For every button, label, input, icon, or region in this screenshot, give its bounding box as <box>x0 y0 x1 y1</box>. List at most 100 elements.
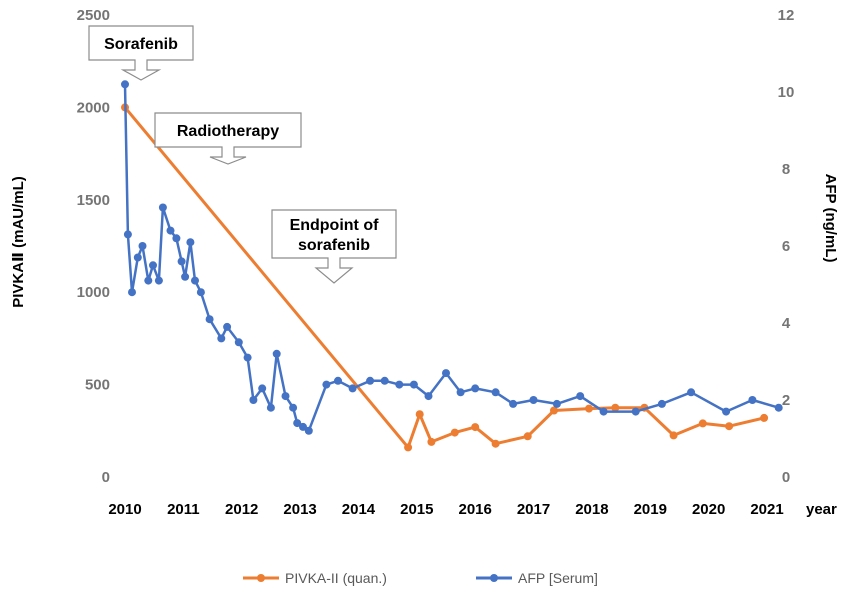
data-point <box>760 413 769 422</box>
data-point <box>258 384 267 393</box>
data-point <box>552 399 561 408</box>
left-y-tick-label: 1500 <box>77 192 110 209</box>
data-point <box>181 272 190 281</box>
right-y-tick-label: 4 <box>782 315 791 332</box>
callout-box <box>271 209 397 284</box>
data-point <box>322 380 331 389</box>
x-tick-label: 2010 <box>108 501 141 518</box>
data-point <box>133 253 142 262</box>
left-y-axis-ticks: 0 500 1000 1500 2000 2500 <box>77 7 110 486</box>
data-point <box>427 437 436 446</box>
data-point <box>205 315 214 324</box>
data-point <box>186 238 195 247</box>
data-point <box>334 376 342 385</box>
x-tick-label: 2011 <box>167 501 200 518</box>
data-point <box>196 288 205 297</box>
callout-text: Radiotherapy <box>177 123 279 140</box>
data-point <box>299 422 307 431</box>
data-point <box>669 431 678 440</box>
data-point <box>442 369 450 378</box>
data-point <box>380 376 389 385</box>
series-layer <box>121 80 783 452</box>
data-point <box>415 410 424 419</box>
data-point <box>471 423 480 432</box>
data-point <box>289 403 298 412</box>
legend: PIVKA-II (quan.) AFP [Serum] <box>243 570 598 586</box>
data-point <box>404 443 413 452</box>
right-y-tick-label: 2 <box>782 392 790 409</box>
legend-swatch-marker <box>257 574 265 582</box>
x-tick-label: 2019 <box>634 501 667 518</box>
data-point <box>149 261 157 270</box>
data-point <box>599 407 608 416</box>
series-line <box>123 106 765 449</box>
data-point <box>774 403 783 412</box>
data-point <box>243 353 252 362</box>
data-point <box>158 203 167 212</box>
data-point <box>491 388 500 397</box>
series-afp <box>121 80 783 435</box>
data-point <box>523 432 532 441</box>
left-y-axis-title: PIVKAⅡ (mAU/mL) <box>10 176 27 308</box>
annotation-callout: Endpoint of sorafenib <box>271 209 397 284</box>
data-point <box>348 384 357 393</box>
data-point <box>266 403 275 412</box>
legend-entry: PIVKA-II (quan.) <box>243 570 387 586</box>
x-tick-label: 2018 <box>575 501 608 518</box>
x-tick-label: 2012 <box>225 501 258 518</box>
data-point <box>409 380 418 389</box>
left-y-tick-label: 0 <box>102 469 110 486</box>
legend-swatch-marker <box>490 574 498 582</box>
right-y-tick-label: 10 <box>778 84 795 101</box>
x-tick-label: 2017 <box>517 501 550 518</box>
data-point <box>491 439 500 448</box>
data-point <box>657 399 666 408</box>
left-y-tick-label: 1000 <box>77 284 110 301</box>
data-point <box>725 422 734 431</box>
data-point <box>223 322 232 331</box>
left-y-tick-label: 2500 <box>77 7 110 24</box>
left-y-tick-label: 2000 <box>77 99 110 116</box>
data-point <box>272 349 281 358</box>
left-y-tick-label: 500 <box>85 377 110 394</box>
data-point <box>128 288 136 297</box>
x-tick-label: 2021 <box>750 501 783 518</box>
data-point <box>585 404 593 413</box>
data-point <box>172 234 181 243</box>
x-axis-ticks: 2010 2011 2012 2013 2014 2015 2016 2017 2018 2019… <box>108 501 783 518</box>
data-point <box>576 392 585 401</box>
x-tick-label: 2015 <box>400 501 433 518</box>
callout-text: Endpoint of <box>290 217 380 234</box>
data-point <box>123 230 132 239</box>
callout-box <box>88 25 194 81</box>
data-point <box>456 388 465 397</box>
data-point <box>293 419 302 428</box>
data-point <box>424 392 433 401</box>
callout-layer: Sorafenib Radiotherapy Endpoint of sorafeni… <box>88 25 397 284</box>
data-point <box>304 426 313 435</box>
data-point <box>698 419 707 428</box>
data-point <box>191 276 199 285</box>
x-tick-label: 2020 <box>692 501 725 518</box>
right-y-tick-label: 0 <box>782 469 790 486</box>
data-point <box>722 407 731 416</box>
data-point <box>154 276 163 285</box>
legend-entry: AFP [Serum] <box>476 570 598 586</box>
data-point <box>249 396 258 404</box>
data-point <box>748 396 757 404</box>
data-point <box>138 242 147 250</box>
series-pivka <box>121 103 769 452</box>
annotation-callout: Sorafenib <box>88 25 194 81</box>
callout-box <box>154 112 302 165</box>
data-point <box>234 338 243 347</box>
right-y-axis-ticks: 0 2 4 6 8 10 12 <box>778 7 795 486</box>
data-point <box>395 380 404 389</box>
data-point <box>509 399 518 408</box>
right-y-axis-title: AFP (ng/mL) <box>822 174 839 263</box>
right-y-tick-label: 12 <box>778 7 795 24</box>
data-point <box>687 388 696 397</box>
data-point <box>529 396 538 404</box>
x-tick-label: 2013 <box>283 501 316 518</box>
right-y-tick-label: 6 <box>782 238 790 255</box>
